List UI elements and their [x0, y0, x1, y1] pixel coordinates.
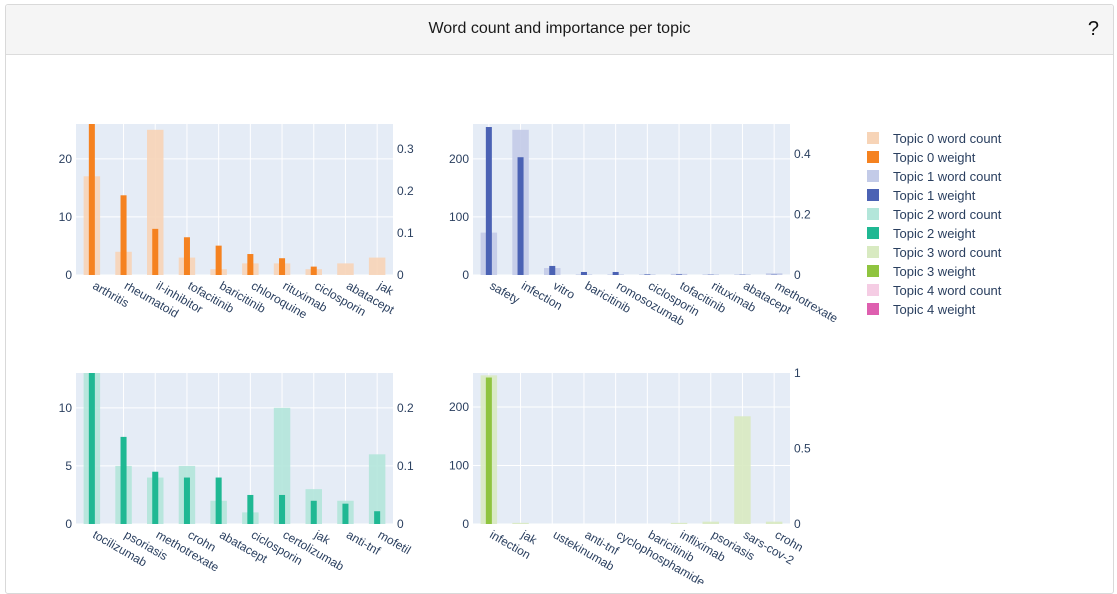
bar-weight-tofacitinib[interactable]: [676, 274, 682, 275]
legend-label[interactable]: Topic 3 weight: [893, 264, 976, 279]
bar-word-count-crohn[interactable]: [766, 522, 782, 524]
left-tick-label: 100: [449, 458, 469, 472]
bar-weight-abatacept[interactable]: [216, 478, 222, 524]
right-tick-label: 1: [794, 366, 801, 380]
bar-weight-jak[interactable]: [311, 501, 317, 524]
right-tick-label: 0: [794, 268, 801, 282]
bar-weight-arthritis[interactable]: [89, 124, 95, 275]
legend-swatch[interactable]: [867, 265, 879, 277]
right-tick-label: 0: [794, 517, 801, 531]
legend-label[interactable]: Topic 2 weight: [893, 226, 976, 241]
left-tick-label: 0: [462, 517, 469, 531]
legend-label[interactable]: Topic 0 weight: [893, 150, 976, 165]
left-tick-label: 0: [65, 268, 72, 282]
left-tick-label: 100: [449, 210, 469, 224]
legend-swatch[interactable]: [867, 246, 879, 258]
left-tick-label: 200: [449, 400, 469, 414]
legend-label[interactable]: Topic 1 weight: [893, 188, 976, 203]
bar-weight-tocilizumab[interactable]: [89, 373, 95, 524]
bar-weight-il-inhibitor[interactable]: [152, 229, 158, 275]
bar-weight-ciclosporin[interactable]: [311, 267, 317, 275]
legend-label[interactable]: Topic 0 word count: [893, 131, 1002, 146]
bar-weight-safety[interactable]: [486, 127, 492, 275]
legend-label[interactable]: Topic 4 weight: [893, 302, 976, 317]
bar-weight-certolizumab[interactable]: [279, 495, 285, 524]
bar-weight-mofetil[interactable]: [374, 511, 380, 524]
bar-weight-ciclosporin[interactable]: [644, 274, 650, 275]
right-tick-label: 0.5: [794, 442, 811, 456]
left-tick-label: 200: [449, 152, 469, 166]
legend: Topic 0 word count Topic 0 weight Topic 1 …: [867, 131, 1002, 317]
bar-weight-vitro[interactable]: [549, 266, 555, 275]
right-tick-label: 0.2: [794, 208, 811, 222]
bar-word-count-psoriasis[interactable]: [703, 522, 719, 524]
bar-weight-infection[interactable]: [518, 157, 524, 275]
bar-weight-methotrexate[interactable]: [152, 472, 158, 524]
bar-weight-crohn[interactable]: [184, 478, 190, 524]
left-tick-label: 0: [65, 517, 72, 531]
right-tick-label: 0.2: [397, 401, 414, 415]
legend-label[interactable]: Topic 3 word count: [893, 245, 1002, 260]
legend-swatch[interactable]: [867, 170, 879, 182]
legend-swatch[interactable]: [867, 151, 879, 163]
legend-swatch[interactable]: [867, 227, 879, 239]
left-tick-label: 20: [59, 152, 73, 166]
bar-weight-rheumatoid[interactable]: [121, 195, 127, 275]
x-tick-label: mofetil: [376, 527, 414, 557]
bar-weight-rituximab[interactable]: [279, 258, 285, 275]
legend-swatch[interactable]: [867, 303, 879, 315]
bar-word-count-infliximab[interactable]: [671, 523, 687, 524]
subplot-topic-0: 0102000.10.20.3arthritisrheumatoidil-inh…: [59, 124, 414, 322]
x-tick-label: anti-tnf: [344, 527, 383, 558]
legend-swatch[interactable]: [867, 208, 879, 220]
bar-weight-chloroquine[interactable]: [247, 254, 253, 275]
bar-weight-baricitinib[interactable]: [581, 272, 587, 275]
right-tick-label: 0.3: [397, 142, 414, 156]
legend-swatch[interactable]: [867, 284, 879, 296]
right-tick-label: 0.1: [397, 459, 414, 473]
bar-weight-anti-tnf[interactable]: [342, 504, 348, 524]
bar-word-count-abatacept[interactable]: [337, 263, 353, 275]
left-tick-label: 10: [59, 401, 73, 415]
right-tick-label: 0: [397, 268, 404, 282]
bar-weight-baricitinib[interactable]: [216, 246, 222, 275]
bar-word-count-jak[interactable]: [369, 258, 385, 275]
right-tick-label: 0.4: [794, 147, 811, 161]
legend-label[interactable]: Topic 4 word count: [893, 283, 1002, 298]
left-tick-label: 10: [59, 210, 73, 224]
bar-weight-psoriasis[interactable]: [121, 437, 127, 524]
bar-word-count-sars-cov-2[interactable]: [734, 416, 750, 524]
subplot-topic-2: 051000.10.2tocilizumabpsoriasismethotrex…: [59, 373, 414, 575]
bar-weight-ciclosporin[interactable]: [247, 495, 253, 524]
left-tick-label: 5: [65, 459, 72, 473]
right-tick-label: 0.1: [397, 226, 414, 240]
right-tick-label: 0: [397, 517, 404, 531]
x-tick-label: safety: [487, 278, 522, 306]
bar-weight-tofacitinib[interactable]: [184, 237, 190, 275]
legend-label[interactable]: Topic 1 word count: [893, 169, 1002, 184]
right-tick-label: 0.2: [397, 184, 414, 198]
bar-weight-infection[interactable]: [486, 378, 492, 524]
left-tick-label: 0: [462, 268, 469, 282]
legend-swatch[interactable]: [867, 189, 879, 201]
bar-word-count-jak[interactable]: [512, 523, 528, 524]
legend-label[interactable]: Topic 2 word count: [893, 207, 1002, 222]
legend-swatch[interactable]: [867, 132, 879, 144]
bar-weight-romosozumab[interactable]: [613, 272, 619, 275]
